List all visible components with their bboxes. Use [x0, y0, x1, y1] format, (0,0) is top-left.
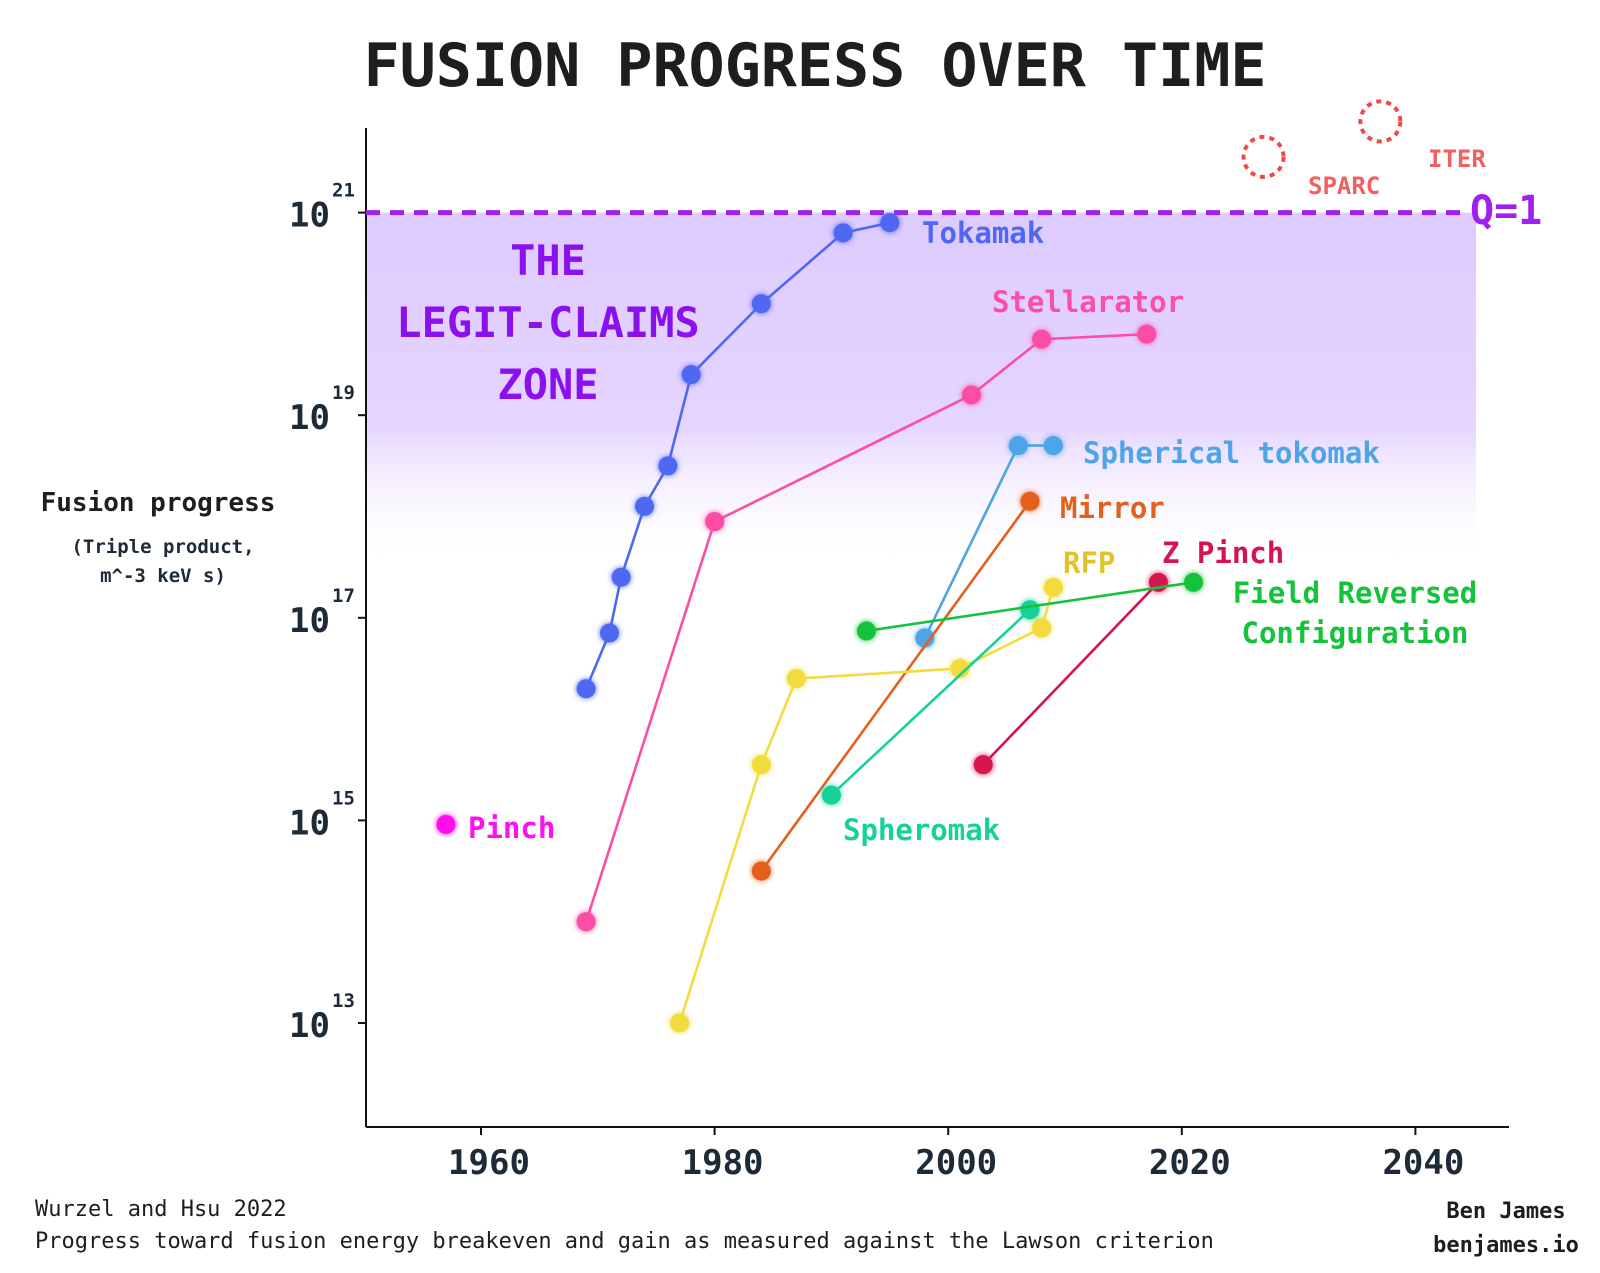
x-axis-ticks: 1960 1980 2000 2020 2040 [448, 1127, 1464, 1183]
q1-threshold-label: Q=1 [1470, 188, 1542, 234]
y-axis-sublabel-1: (Triple product, [71, 536, 254, 558]
legit-claims-zone-band [367, 212, 1476, 568]
series-line-field-reversed-configuration [866, 581, 1194, 633]
series-stellarator [576, 324, 1157, 932]
series-label-stellarator: Stellarator [992, 285, 1184, 319]
data-point-tokamak [635, 496, 655, 516]
x-tick-label: 2020 [1149, 1143, 1231, 1183]
series-label-frc-line-2: Configuration [1242, 616, 1469, 650]
y-tick-exponent: 13 [332, 990, 355, 1012]
series-label-pinch: Pinch [468, 811, 555, 845]
series-label-mirror: Mirror [1060, 491, 1165, 525]
chart-title: FUSION PROGRESS OVER TIME [363, 31, 1266, 101]
y-tick-exponent: 21 [332, 180, 355, 202]
x-tick-label: 2000 [915, 1143, 997, 1183]
footer-site: benjames.io [1433, 1233, 1579, 1258]
data-point-field-reversed-configuration [1183, 572, 1203, 592]
x-tick-label: 1980 [682, 1143, 764, 1183]
series-label-tokamak: Tokamak [922, 216, 1044, 250]
y-axis-label: Fusion progress [41, 488, 276, 518]
data-point-field-reversed-configuration [856, 621, 876, 641]
y-tick-label: 10 [289, 398, 330, 438]
data-point-tokamak [599, 623, 619, 643]
y-tick-label: 10 [289, 1006, 330, 1046]
zone-label-line-3: ZONE [497, 360, 598, 409]
series-labels: Tokamak Stellarator Spherical tokomak Mi… [468, 145, 1486, 847]
series-label-spherical-tokomak: Spherical tokomak [1083, 436, 1380, 470]
data-point-spherical-tokomak [1008, 436, 1028, 456]
data-point-spherical-tokomak [915, 628, 935, 648]
projections [1241, 99, 1403, 179]
data-point-tokamak [576, 679, 596, 699]
y-tick-label: 10 [289, 196, 330, 236]
data-point-tokamak [611, 567, 631, 587]
data-point-stellarator [705, 512, 725, 532]
data-point-stellarator [962, 385, 982, 405]
data-point-rfp [1043, 577, 1063, 597]
y-tick-label: 10 [289, 601, 330, 641]
data-point-tokamak [833, 223, 853, 243]
data-point-stellarator [1137, 324, 1157, 344]
data-point-spheromak [1020, 600, 1040, 620]
zone-label: THE LEGIT-CLAIMS ZONE [396, 236, 699, 409]
data-point-rfp [751, 755, 771, 775]
data-point-tokamak [658, 456, 678, 476]
data-point-z-pinch [973, 755, 993, 775]
series-rfp [670, 577, 1063, 1033]
data-point-tokamak [681, 365, 701, 385]
data-point-rfp [950, 658, 970, 678]
y-tick-label: 10 [289, 803, 330, 843]
y-tick-exponent: 17 [332, 585, 355, 607]
series-line-spheromak [830, 608, 1031, 797]
projection-label-sparc: SPARC [1308, 172, 1380, 200]
y-axis-sublabel-2: m^-3 keV s) [100, 565, 226, 587]
data-point-stellarator [576, 912, 596, 932]
data-point-rfp [1032, 618, 1052, 638]
projection-label-iter: ITER [1428, 145, 1486, 173]
series-label-spheromak: Spheromak [843, 813, 1000, 847]
series-mirror [751, 491, 1040, 881]
series-line-z-pinch [982, 581, 1160, 766]
y-tick-exponent: 19 [332, 382, 355, 404]
series-spherical-tokomak [915, 436, 1063, 648]
data-point-tokamak [880, 213, 900, 233]
series-line-rfp [678, 587, 1055, 1024]
y-tick-exponent: 15 [332, 787, 355, 809]
data-series [436, 213, 1203, 1033]
series-field-reversed-configuration [856, 572, 1203, 641]
data-point-rfp [786, 669, 806, 689]
projection-marker-iter [1358, 99, 1403, 144]
data-point-rfp [670, 1013, 690, 1033]
x-tick-label: 2040 [1382, 1143, 1464, 1183]
data-point-mirror [751, 861, 771, 881]
x-tick-label: 1960 [448, 1143, 530, 1183]
footer-source: Wurzel and Hsu 2022 [35, 1197, 287, 1222]
zone-label-line-2: LEGIT-CLAIMS [396, 298, 699, 347]
series-tokamak [576, 213, 900, 699]
series-pinch [436, 814, 456, 834]
series-label-rfp: RFP [1063, 546, 1115, 580]
data-point-stellarator [1032, 329, 1052, 349]
series-z-pinch [973, 572, 1168, 775]
data-point-spheromak [821, 785, 841, 805]
data-point-spherical-tokomak [1043, 436, 1063, 456]
data-point-mirror [1020, 491, 1040, 511]
projection-marker-sparc [1241, 134, 1286, 179]
data-point-tokamak [751, 294, 771, 314]
series-label-frc-line-1: Field Reversed [1233, 576, 1477, 610]
data-point-pinch [436, 814, 456, 834]
footer-author: Ben James [1446, 1199, 1565, 1224]
zone-label-line-1: THE [510, 236, 586, 285]
series-label-z-pinch: Z Pinch [1162, 536, 1284, 570]
footer-description: Progress toward fusion energy breakeven … [35, 1229, 1214, 1254]
series-line-mirror [760, 500, 1032, 872]
